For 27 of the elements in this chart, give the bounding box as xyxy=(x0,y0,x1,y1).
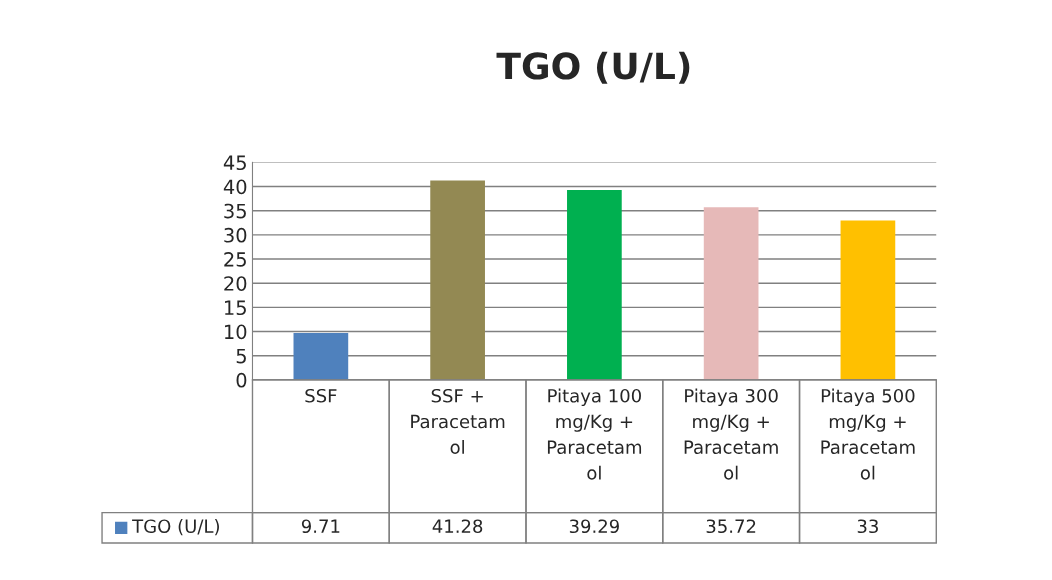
y-tick-label: 10 xyxy=(225,324,247,340)
data-label: 9.71 xyxy=(301,519,340,534)
x-tick-label: SSF + Paracetam ol xyxy=(411,388,505,454)
y-tick-label: 20 xyxy=(224,276,247,291)
chart-title: TGO (U/L) xyxy=(496,51,690,84)
bar xyxy=(703,207,759,380)
bar xyxy=(293,332,349,380)
y-tick-label: 45 xyxy=(223,155,246,171)
data-label: 33 xyxy=(857,519,878,534)
y-tick-label: 25 xyxy=(224,252,246,267)
y-tick-label: 15 xyxy=(225,300,246,316)
data-label: 35.72 xyxy=(706,519,756,534)
y-tick-label: 35 xyxy=(224,203,246,219)
x-tick-label: SSF xyxy=(305,388,337,403)
x-tick-label: Pitaya 500 mg/Kg + Paracetam ol xyxy=(821,388,915,480)
y-tick-label: 5 xyxy=(236,348,246,364)
data-label: 41.28 xyxy=(432,519,483,534)
legend-label: TGO (U/L) xyxy=(132,519,219,536)
x-tick-label: Pitaya 100 mg/Kg + Paracetam ol xyxy=(547,388,642,480)
y-tick-label: 30 xyxy=(224,227,247,243)
bar xyxy=(840,220,896,380)
bar xyxy=(567,190,622,380)
x-tick-label: Pitaya 300 mg/Kg + Paracetam ol xyxy=(684,388,778,480)
bar xyxy=(430,180,485,380)
data-label: 39.29 xyxy=(569,519,619,534)
y-tick-label: 0 xyxy=(236,372,247,388)
y-tick-label: 40 xyxy=(223,179,247,195)
